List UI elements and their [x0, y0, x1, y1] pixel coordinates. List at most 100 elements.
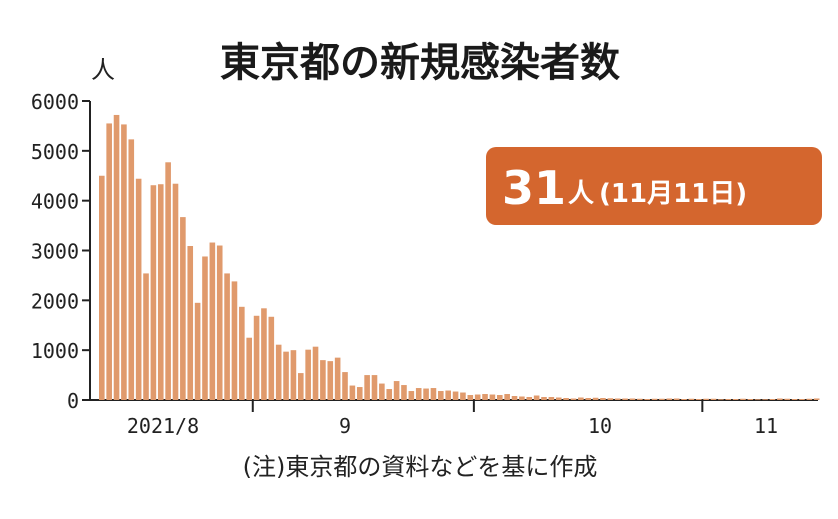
- bar: [695, 399, 702, 400]
- bar: [349, 385, 356, 400]
- bar: [762, 399, 768, 401]
- bar: [467, 395, 474, 400]
- bar: [113, 114, 120, 400]
- bar: [600, 398, 606, 400]
- bar: [460, 392, 466, 400]
- bar: [239, 306, 245, 400]
- bar: [614, 398, 621, 400]
- y-tick-label: 0: [67, 389, 79, 413]
- chart-title: 東京都の新規感染者数: [220, 40, 620, 86]
- bar: [710, 398, 717, 400]
- bar: [806, 398, 813, 400]
- bar: [526, 397, 533, 400]
- bar: [703, 398, 709, 400]
- bar: [128, 139, 135, 400]
- bar: [813, 398, 820, 400]
- bar: [555, 397, 562, 400]
- bar: [253, 315, 260, 400]
- bar: [371, 375, 378, 400]
- bar: [231, 281, 238, 400]
- bar: [342, 372, 348, 400]
- x-tick-label: 11: [754, 414, 778, 438]
- bar: [334, 357, 341, 400]
- bar: [157, 184, 164, 400]
- bar: [644, 399, 650, 400]
- bar: [445, 390, 451, 400]
- bar: [364, 375, 370, 400]
- y-tick-label: 3000: [31, 240, 79, 264]
- bar: [415, 388, 422, 400]
- bar: [423, 388, 429, 400]
- bar: [799, 399, 805, 400]
- bar: [777, 398, 783, 400]
- bar: [519, 396, 525, 400]
- bar: [216, 245, 223, 400]
- bar: [651, 398, 658, 400]
- bar: [320, 360, 326, 400]
- bar: [548, 397, 555, 400]
- bar: [99, 175, 105, 400]
- bar: [327, 361, 334, 400]
- y-axis-unit-label: 人: [91, 56, 115, 84]
- bar: [688, 398, 695, 400]
- callout-box: [486, 147, 822, 225]
- bar: [637, 398, 643, 400]
- bar: [283, 351, 289, 400]
- bar: [165, 162, 171, 400]
- bar: [106, 123, 112, 401]
- bar: [629, 398, 636, 400]
- bar: [570, 398, 577, 400]
- bar: [659, 398, 665, 400]
- bar: [386, 389, 393, 400]
- bar: [732, 399, 739, 400]
- callout-date: (11月11日): [599, 179, 747, 209]
- bar: [541, 397, 547, 400]
- bar: [754, 399, 761, 401]
- bar: [135, 178, 142, 400]
- bar: [622, 398, 628, 400]
- bar: [504, 394, 510, 400]
- bar: [718, 399, 724, 401]
- bar: [393, 381, 400, 400]
- bar: [474, 394, 481, 400]
- bar: [673, 398, 680, 400]
- bar: [725, 399, 732, 400]
- bar: [438, 391, 444, 400]
- bar: [585, 398, 592, 400]
- bar: [187, 246, 194, 400]
- callout-value: 31: [502, 161, 566, 215]
- bar: [607, 398, 614, 400]
- bar: [150, 185, 157, 400]
- bar: [784, 398, 791, 400]
- bar: [408, 391, 415, 400]
- bar: [275, 344, 282, 400]
- bar: [791, 399, 798, 400]
- bar: [305, 349, 311, 400]
- source-note: (注)東京都の資料などを基に作成: [243, 453, 598, 481]
- y-tick-label: 4000: [31, 190, 79, 214]
- bar: [430, 388, 437, 400]
- bar: [290, 350, 297, 400]
- bar: [482, 394, 488, 400]
- bar: [297, 373, 304, 400]
- y-axis-ticks: 6000 5000 4000 3000 2000 1000 0: [31, 90, 90, 413]
- bar: [202, 256, 208, 400]
- bar: [511, 396, 518, 400]
- bar: [666, 398, 673, 400]
- bar: [268, 316, 275, 400]
- bar: [769, 399, 776, 400]
- bar: [246, 337, 252, 400]
- bar: [592, 397, 599, 400]
- bar: [681, 399, 687, 400]
- x-tick-label: 10: [588, 414, 612, 438]
- y-tick-label: 5000: [31, 140, 79, 164]
- bar: [312, 346, 319, 400]
- bar: [180, 217, 186, 400]
- y-tick-label: 1000: [31, 339, 79, 363]
- bar: [452, 391, 459, 400]
- x-axis-ticks: 2021/8 9 10 11: [127, 400, 778, 438]
- callout-unit: 人: [568, 179, 594, 209]
- bar: [740, 398, 746, 400]
- x-tick-label: 9: [339, 414, 351, 438]
